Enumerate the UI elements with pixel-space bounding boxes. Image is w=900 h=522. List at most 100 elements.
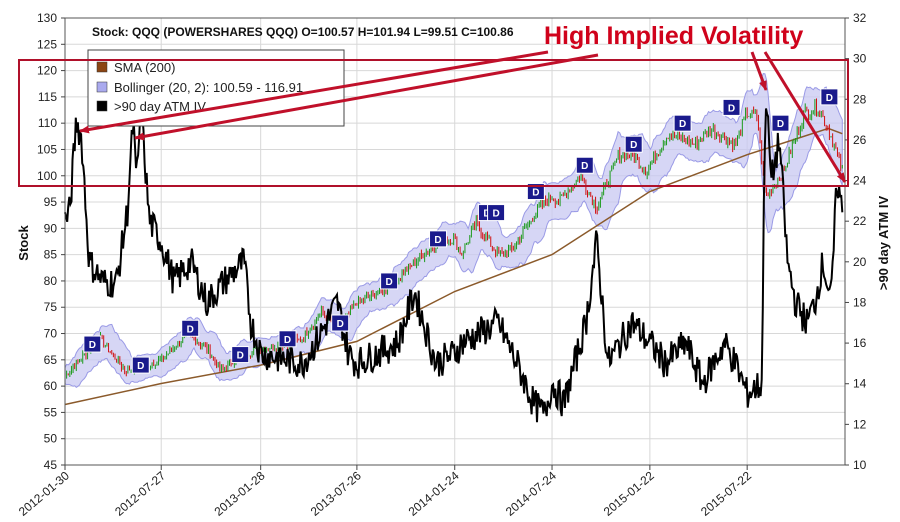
tick-label-right: 26 (853, 133, 867, 147)
tick-label-right: 32 (853, 11, 867, 25)
dividend-marker: D (624, 135, 643, 153)
dividend-marker-label: D (630, 140, 637, 151)
dividend-marker-box (231, 346, 250, 364)
dividend-marker: D (131, 356, 150, 374)
right-axis-title: >90 day ATM IV (876, 196, 891, 291)
legend-swatch-bollinger (96, 81, 108, 93)
sma-200-line (64, 127, 843, 406)
tick-label-left: 70 (44, 327, 58, 341)
dividend-marker-label: D (532, 188, 539, 199)
dividend-marker-label: D (385, 277, 392, 288)
tick-label-left: 100 (37, 169, 57, 183)
tick-label-right: 20 (853, 255, 867, 269)
iv-series-line (64, 108, 844, 423)
dividend-marker: D (722, 98, 741, 116)
legend: SMA (200) Bollinger (20, 2): 100.59 - 11… (87, 49, 345, 127)
legend-label-sma: SMA (200) (114, 60, 175, 75)
dividend-marker-box (771, 114, 790, 132)
tick-label-right: 10 (853, 458, 867, 472)
legend-label-bollinger: Bollinger (20, 2): 100.59 - 116.91 (114, 80, 303, 95)
dividend-marker: D (526, 183, 545, 201)
tick-label-right: 16 (853, 336, 867, 350)
left-axis-ticks: 45 50 55 60 65 70 75 80 85 90 95 100 105 110 115 120 125… (37, 11, 65, 472)
dividend-marker-box (429, 230, 448, 248)
sma-line (64, 127, 843, 406)
tick-label-right: 14 (853, 377, 867, 391)
tick-label-left: 130 (37, 11, 57, 25)
tick-label-left: 105 (37, 142, 57, 156)
tick-label-left: 50 (44, 432, 58, 446)
callout-arrow (763, 51, 847, 183)
dividend-marker: D (83, 335, 102, 353)
tick-label-left: 45 (44, 458, 58, 472)
callout-arrow (750, 51, 768, 91)
tick-label-left: 65 (44, 353, 58, 367)
dividend-marker-box (526, 183, 545, 201)
dividend-marker-box (380, 272, 399, 290)
chart-title: Stock: QQQ (POWERSHARES QQQ) O=100.57 H=… (92, 25, 514, 39)
dividend-marker-label: D (89, 340, 96, 351)
dividend-marker-box (278, 330, 297, 348)
dividend-marker-box (487, 204, 506, 222)
tick-label-left: 85 (44, 248, 58, 262)
tick-label-right: 12 (853, 417, 867, 431)
dividend-marker-box (83, 335, 102, 353)
tick-label-right: 18 (853, 295, 867, 309)
tick-label-left: 80 (44, 274, 58, 288)
dividend-marker-label: D (337, 319, 344, 330)
dividend-marker: D (771, 114, 790, 132)
tick-label-left: 75 (44, 300, 58, 314)
callout-arrow (79, 50, 549, 134)
tick-label-left: 125 (37, 37, 57, 51)
dividend-marker-box (673, 114, 692, 132)
dividend-marker-label: D (728, 103, 735, 114)
dividend-marker: D (429, 230, 448, 248)
legend-swatch-sma (96, 61, 108, 73)
tick-label-left: 90 (44, 221, 58, 235)
tick-label-left: 60 (44, 379, 58, 393)
dividend-marker: D (278, 330, 297, 348)
dividend-marker-label: D (137, 361, 144, 372)
tick-label-right: 30 (853, 52, 867, 66)
tick-label-left: 95 (44, 195, 58, 209)
dividend-marker-label: D (777, 119, 784, 130)
right-axis-ticks: 10 12 14 16 18 20 22 24 26 28 30 32 (845, 11, 867, 472)
dividend-marker: D (673, 114, 692, 132)
dividend-marker-label: D (284, 335, 291, 346)
dividend-marker: D (181, 319, 200, 337)
dividend-marker: D (820, 88, 839, 106)
dividend-marker-label: D (483, 209, 490, 220)
legend-box (87, 49, 345, 127)
callout-arrow (134, 53, 599, 141)
dividend-marker-box (624, 135, 643, 153)
tick-label-left: 110 (38, 116, 57, 130)
dividend-marker-label: D (679, 119, 686, 130)
tick-label-left: 55 (44, 405, 58, 419)
iv-line (64, 108, 844, 423)
dividend-marker-box (820, 88, 839, 106)
dividend-marker: D (331, 314, 350, 332)
dividend-marker: D (575, 156, 594, 174)
dividend-marker-box (331, 314, 350, 332)
dividend-marker-label: D (237, 351, 244, 362)
tick-label-left: 115 (38, 90, 57, 104)
tick-label-right: 24 (853, 174, 867, 188)
dividend-marker-label: D (492, 209, 499, 220)
dividend-marker-label: D (434, 235, 441, 246)
dividend-marker-label: D (826, 93, 833, 104)
tick-label-right: 22 (853, 214, 867, 228)
dividend-marker-box (131, 356, 150, 374)
dividend-marker-label: D (187, 324, 194, 335)
dividend-marker-box (181, 319, 200, 337)
tick-label-left: 120 (37, 64, 57, 78)
dividend-marker-box (722, 98, 741, 116)
dividend-marker-label: D (581, 161, 588, 172)
legend-swatch-iv (96, 100, 108, 112)
callout-text: High Implied Volatility (544, 22, 803, 50)
tick-label-right: 28 (853, 92, 867, 106)
highlight-box (18, 59, 849, 187)
legend-label-iv: >90 day ATM IV (114, 99, 206, 114)
left-axis-title: Stock (16, 225, 31, 261)
